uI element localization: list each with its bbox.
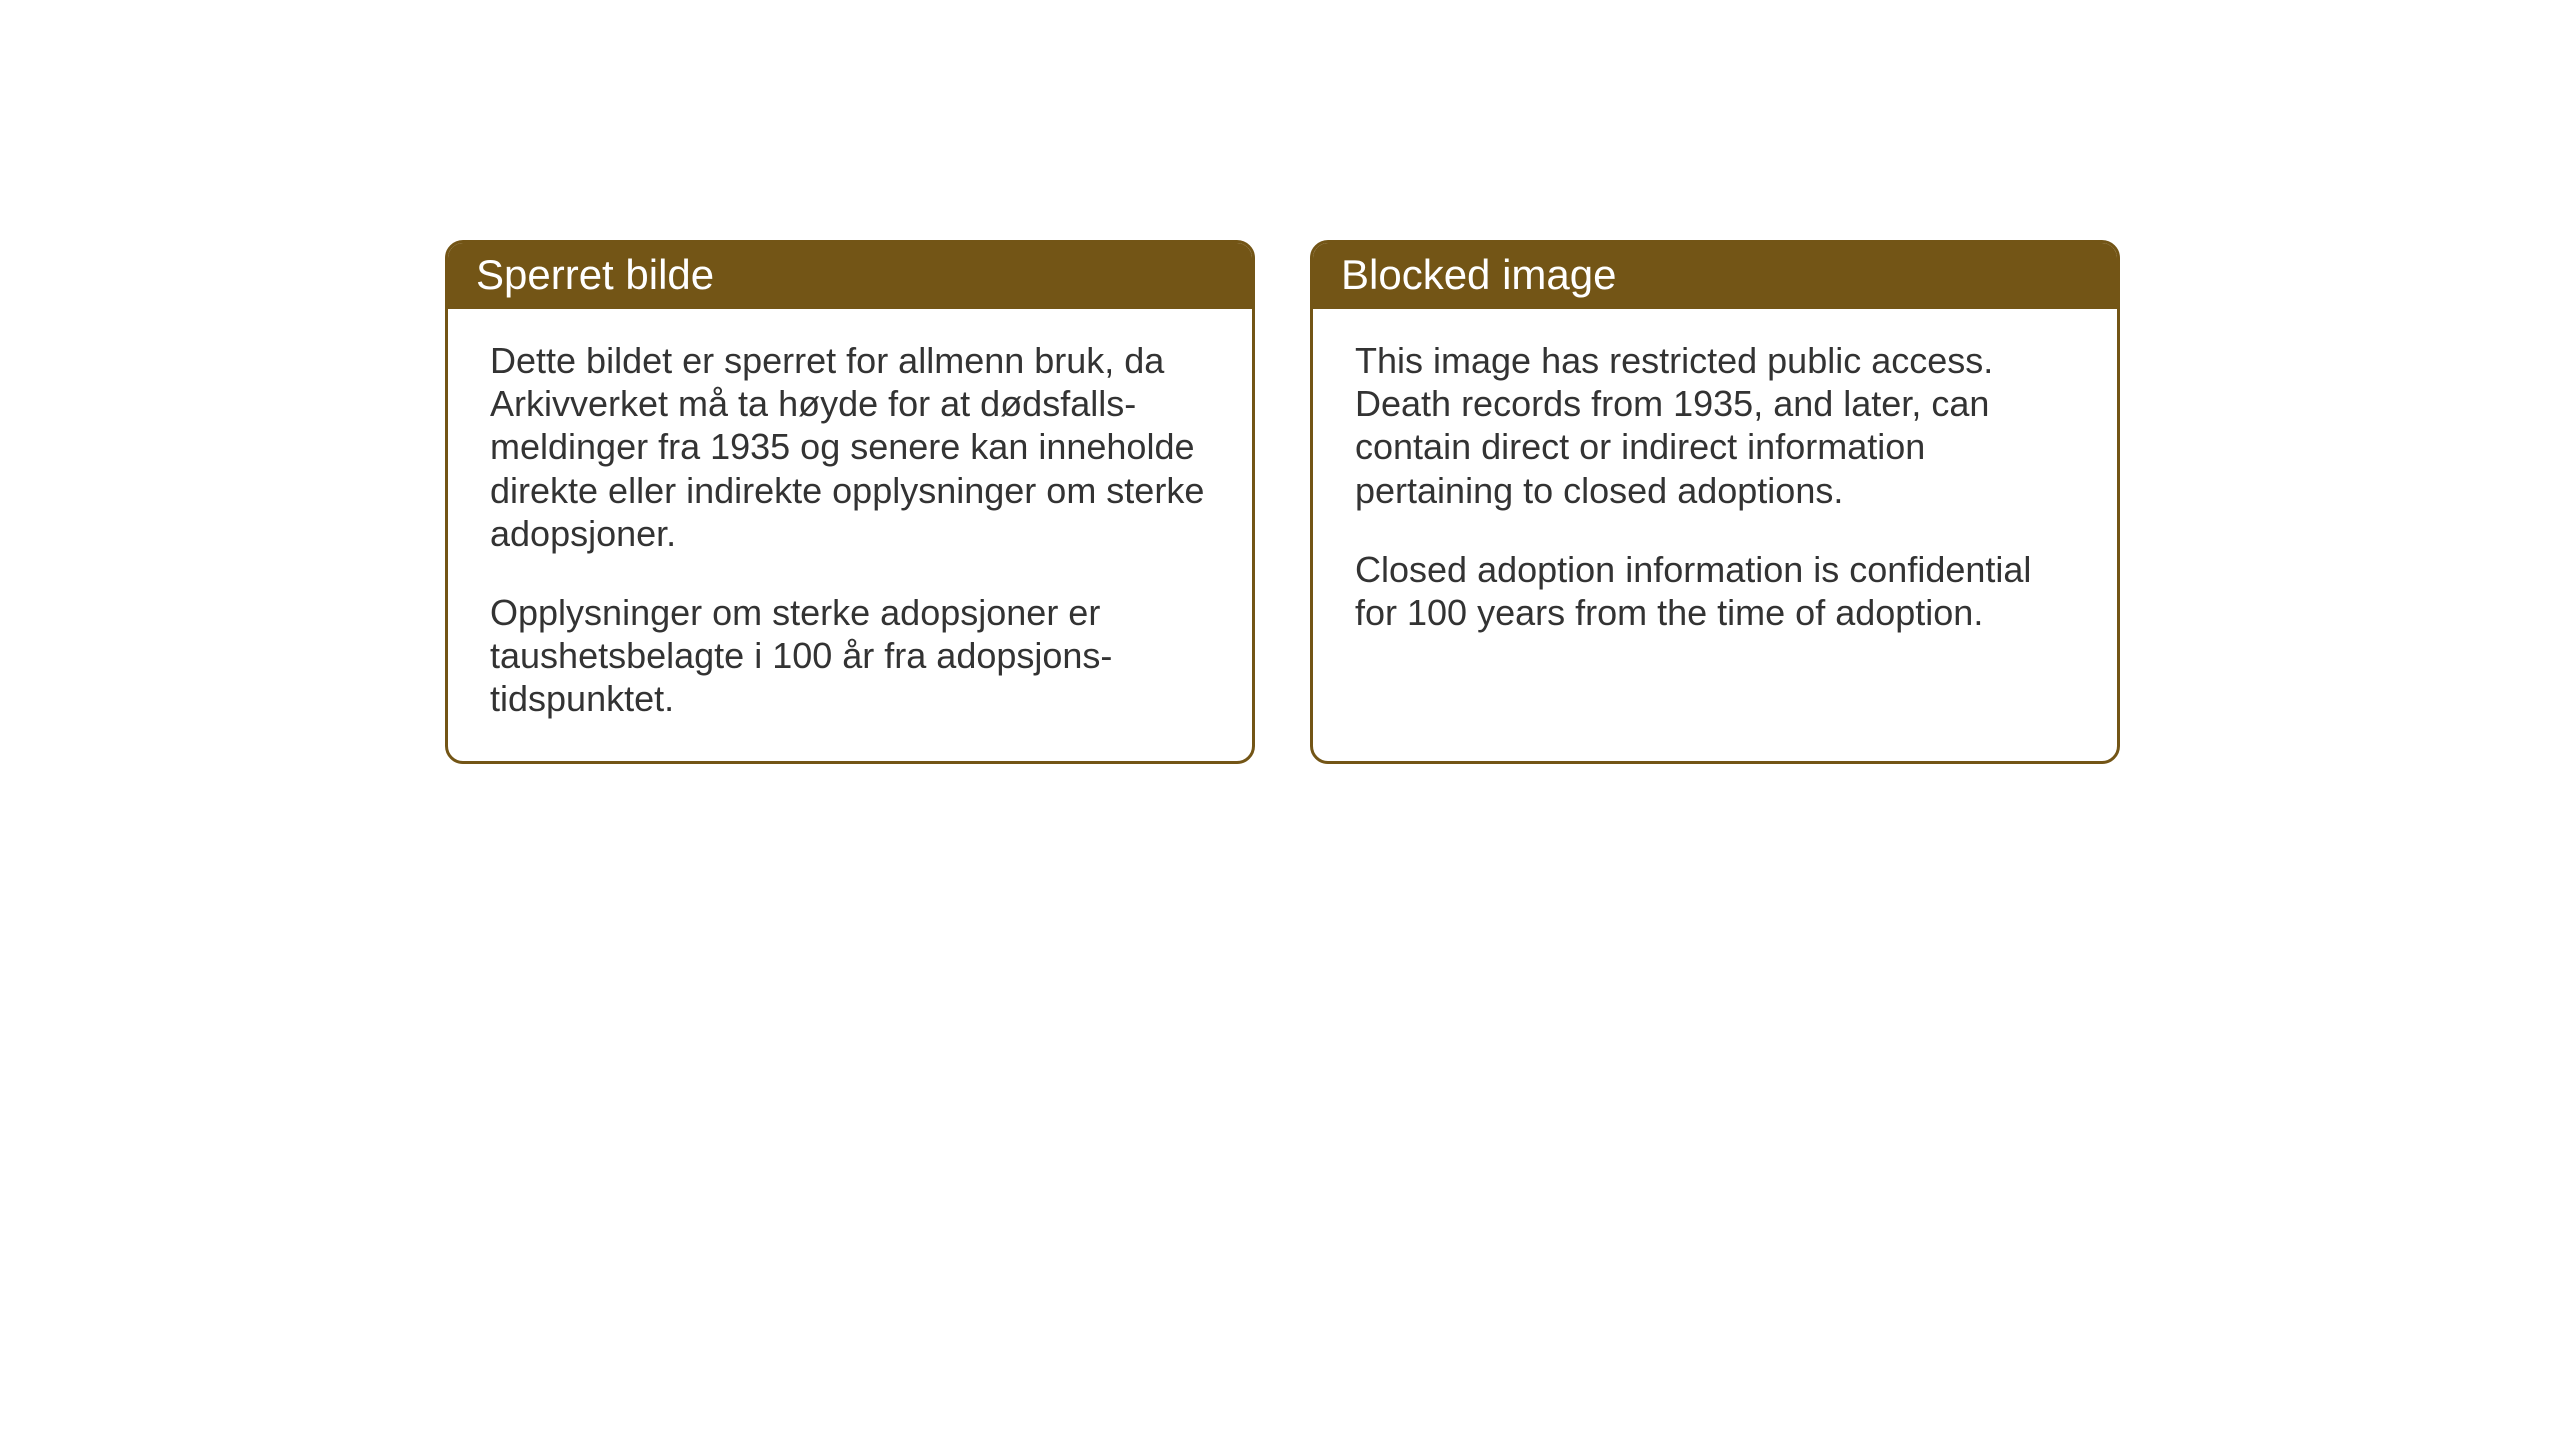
card-header-norwegian: Sperret bilde	[448, 243, 1252, 309]
card-header-english: Blocked image	[1313, 243, 2117, 309]
card-paragraph-2-norwegian: Opplysninger om sterke adopsjoner er tau…	[490, 591, 1210, 721]
card-paragraph-1-english: This image has restricted public access.…	[1355, 339, 2075, 512]
card-body-english: This image has restricted public access.…	[1313, 309, 2117, 674]
card-title-english: Blocked image	[1341, 251, 1616, 298]
card-body-norwegian: Dette bildet er sperret for allmenn bruk…	[448, 309, 1252, 761]
card-paragraph-2-english: Closed adoption information is confident…	[1355, 548, 2075, 634]
card-title-norwegian: Sperret bilde	[476, 251, 714, 298]
card-paragraph-1-norwegian: Dette bildet er sperret for allmenn bruk…	[490, 339, 1210, 555]
card-english: Blocked image This image has restricted …	[1310, 240, 2120, 764]
cards-container: Sperret bilde Dette bildet er sperret fo…	[445, 240, 2120, 764]
card-norwegian: Sperret bilde Dette bildet er sperret fo…	[445, 240, 1255, 764]
